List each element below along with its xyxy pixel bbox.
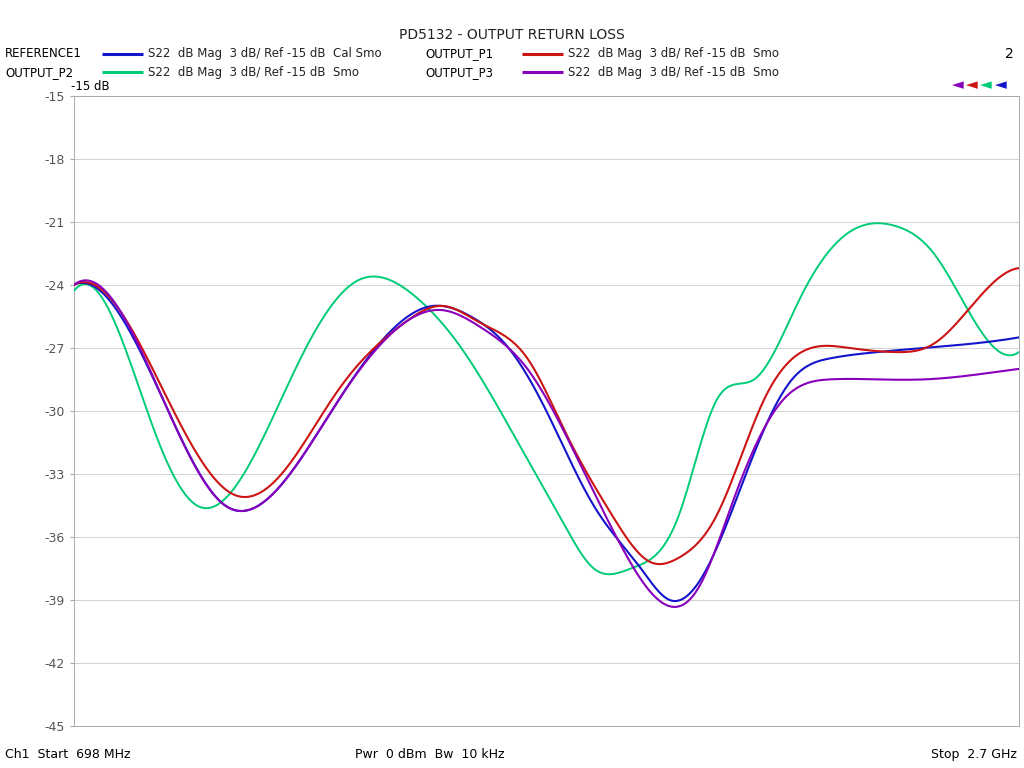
Text: PD5132 - OUTPUT RETURN LOSS: PD5132 - OUTPUT RETURN LOSS [399, 28, 625, 41]
Text: Stop  2.7 GHz: Stop 2.7 GHz [931, 748, 1017, 760]
Text: S22  dB Mag  3 dB/ Ref -15 dB  Smo: S22 dB Mag 3 dB/ Ref -15 dB Smo [568, 66, 779, 78]
Text: S22  dB Mag  3 dB/ Ref -15 dB  Smo: S22 dB Mag 3 dB/ Ref -15 dB Smo [568, 48, 779, 60]
Text: OUTPUT_P3: OUTPUT_P3 [425, 66, 493, 78]
Text: ◄: ◄ [951, 77, 964, 92]
Text: ◄: ◄ [980, 77, 992, 92]
Text: Ch1  Start  698 MHz: Ch1 Start 698 MHz [5, 748, 131, 760]
Text: S22  dB Mag  3 dB/ Ref -15 dB  Smo: S22 dB Mag 3 dB/ Ref -15 dB Smo [148, 66, 359, 78]
Text: ◄: ◄ [966, 77, 978, 92]
Text: Pwr  0 dBm  Bw  10 kHz: Pwr 0 dBm Bw 10 kHz [355, 748, 505, 760]
Text: 2: 2 [1005, 47, 1014, 61]
Text: ◄: ◄ [994, 77, 1007, 92]
Text: S22  dB Mag  3 dB/ Ref -15 dB  Cal Smo: S22 dB Mag 3 dB/ Ref -15 dB Cal Smo [148, 48, 382, 60]
Text: REFERENCE1: REFERENCE1 [5, 48, 82, 60]
Text: OUTPUT_P1: OUTPUT_P1 [425, 48, 494, 60]
Text: -15 dB: -15 dB [71, 80, 110, 93]
Text: OUTPUT_P2: OUTPUT_P2 [5, 66, 74, 78]
